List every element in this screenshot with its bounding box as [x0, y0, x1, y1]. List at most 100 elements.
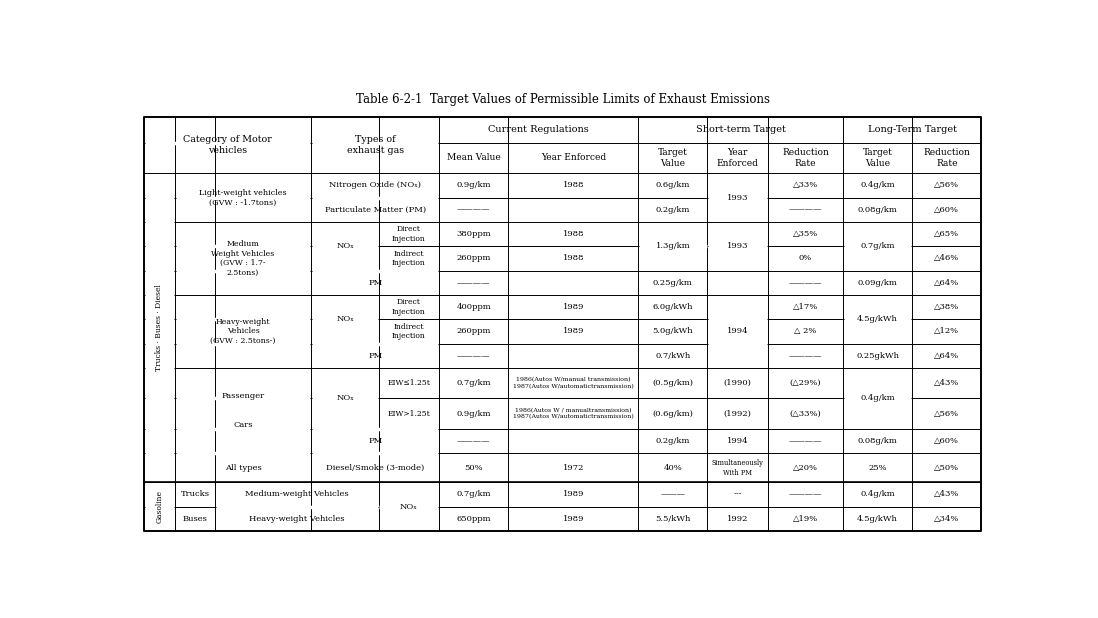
Text: 6.0g/kWh: 6.0g/kWh	[652, 303, 693, 311]
Text: 50%: 50%	[464, 464, 483, 472]
Text: (△33%): (△33%)	[789, 410, 821, 418]
Text: 260ppm: 260ppm	[457, 328, 491, 336]
Text: 1972: 1972	[562, 464, 584, 472]
Text: (1992): (1992)	[724, 410, 752, 418]
Text: 0%: 0%	[799, 255, 813, 263]
Text: △35%: △35%	[793, 230, 818, 238]
Text: Trucks · Buses · Diesel: Trucks · Buses · Diesel	[156, 284, 164, 371]
Text: 0.08g/km: 0.08g/km	[858, 206, 897, 214]
Text: △60%: △60%	[934, 206, 960, 214]
Text: 0.09g/km: 0.09g/km	[858, 279, 897, 287]
Text: Target
Value: Target Value	[658, 148, 687, 168]
Text: NOₓ: NOₓ	[336, 242, 354, 250]
Text: Direct
Injection: Direct Injection	[392, 298, 426, 316]
Text: Year
Enforced: Year Enforced	[717, 148, 759, 168]
Text: NOₓ: NOₓ	[336, 315, 354, 323]
Text: 0.7g/km: 0.7g/km	[457, 379, 491, 387]
Text: ————: ————	[457, 206, 491, 214]
Text: 0.9g/km: 0.9g/km	[457, 410, 491, 418]
Text: 0.7/kWh: 0.7/kWh	[656, 352, 691, 360]
Text: 1994: 1994	[727, 328, 749, 336]
Text: 4.5g/kWh: 4.5g/kWh	[858, 515, 898, 523]
Text: PM: PM	[368, 352, 382, 360]
Text: 4.5g/kWh: 4.5g/kWh	[858, 315, 898, 323]
Text: 1986(Autos W/manual transmission)
1987(Autos W/automatictransmission): 1986(Autos W/manual transmission) 1987(A…	[513, 378, 634, 389]
Text: Nitrogen Oxide (NOₓ): Nitrogen Oxide (NOₓ)	[329, 181, 422, 189]
Text: PM: PM	[368, 437, 382, 445]
Text: (△29%): (△29%)	[789, 379, 821, 387]
Text: Long-Term Target: Long-Term Target	[867, 125, 956, 134]
Text: 0.2g/km: 0.2g/km	[656, 437, 690, 445]
Text: Medium-weight Vehicles: Medium-weight Vehicles	[245, 491, 349, 499]
Text: Passenger


Cars: Passenger Cars	[222, 392, 265, 430]
Bar	[144, 117, 982, 531]
Text: △56%: △56%	[934, 181, 960, 189]
Text: ————: ————	[788, 437, 822, 445]
Text: ————: ————	[788, 279, 822, 287]
Text: 400ppm: 400ppm	[457, 303, 491, 311]
Text: Table 6-2-1  Target Values of Permissible Limits of Exhaust Emissions: Table 6-2-1 Target Values of Permissible…	[356, 93, 770, 106]
Text: 1989: 1989	[562, 328, 584, 336]
Text: ————: ————	[457, 437, 491, 445]
Text: (1990): (1990)	[724, 379, 752, 387]
Text: ---: ---	[733, 491, 742, 499]
Text: Simultaneously
With PM: Simultaneously With PM	[712, 459, 763, 476]
Text: 1988: 1988	[562, 181, 584, 189]
Text: 0.9g/km: 0.9g/km	[457, 181, 491, 189]
Text: 0.25g/km: 0.25g/km	[653, 279, 693, 287]
Text: Diesel/Smoke (3-mode): Diesel/Smoke (3-mode)	[326, 464, 425, 472]
Text: △12%: △12%	[934, 328, 960, 336]
Text: 1992: 1992	[727, 515, 749, 523]
Text: ————: ————	[788, 491, 822, 499]
Text: 1993: 1993	[727, 193, 749, 201]
Text: △56%: △56%	[934, 410, 960, 418]
Text: 1988: 1988	[562, 255, 584, 263]
Text: 1989: 1989	[562, 515, 584, 523]
Text: Indirect
Injection: Indirect Injection	[392, 323, 426, 341]
Text: 1986(Autos W / manualtransmission)
1987(Autos W/automatictransmission): 1986(Autos W / manualtransmission) 1987(…	[513, 408, 634, 420]
Text: 1989: 1989	[562, 491, 584, 499]
Text: 260ppm: 260ppm	[457, 255, 491, 263]
Text: Year Enforced: Year Enforced	[540, 153, 606, 163]
Text: (0.6g/km): (0.6g/km)	[652, 410, 693, 418]
Text: 0.6g/km: 0.6g/km	[656, 181, 690, 189]
Text: Medium
Weight Vehicles
(GVW : 1.7-
2.5tons): Medium Weight Vehicles (GVW : 1.7- 2.5to…	[212, 240, 274, 277]
Text: ————: ————	[457, 279, 491, 287]
Text: 0.08g/km: 0.08g/km	[858, 437, 897, 445]
Text: 5.5/kWh: 5.5/kWh	[656, 515, 691, 523]
Text: Buses: Buses	[182, 515, 208, 523]
Text: 650ppm: 650ppm	[457, 515, 491, 523]
Text: ————: ————	[788, 206, 822, 214]
Text: Gasoline: Gasoline	[156, 490, 164, 523]
Text: (0.5g/km): (0.5g/km)	[652, 379, 693, 387]
Text: 1989: 1989	[562, 303, 584, 311]
Text: 1988: 1988	[562, 230, 584, 238]
Text: Category of Motor
vehicles: Category of Motor vehicles	[183, 135, 272, 155]
Text: △64%: △64%	[934, 352, 960, 360]
Text: △60%: △60%	[934, 437, 960, 445]
Text: All types: All types	[225, 464, 261, 472]
Text: NOₓ: NOₓ	[336, 394, 354, 402]
Text: △33%: △33%	[793, 181, 818, 189]
Text: 40%: 40%	[663, 464, 682, 472]
Text: 25%: 25%	[869, 464, 887, 472]
Text: △65%: △65%	[934, 230, 960, 238]
Text: △34%: △34%	[934, 515, 960, 523]
Text: ———: ———	[660, 491, 685, 499]
Text: △50%: △50%	[934, 464, 960, 472]
Text: △43%: △43%	[934, 379, 960, 387]
Text: Reduction
Rate: Reduction Rate	[923, 148, 971, 168]
Text: Indirect
Injection: Indirect Injection	[392, 250, 426, 268]
Text: 380ppm: 380ppm	[457, 230, 491, 238]
Text: △17%: △17%	[793, 303, 818, 311]
Text: 0.25gkWh: 0.25gkWh	[856, 352, 899, 360]
Text: 1.3g/km: 1.3g/km	[656, 242, 691, 250]
Text: EIW>1.25t: EIW>1.25t	[388, 410, 430, 418]
Text: △64%: △64%	[934, 279, 960, 287]
Text: △43%: △43%	[934, 491, 960, 499]
Text: 5.0g/kWh: 5.0g/kWh	[652, 328, 693, 336]
Text: Current Regulations: Current Regulations	[489, 125, 589, 134]
Text: EIW≤1.25t: EIW≤1.25t	[388, 379, 430, 387]
Text: 0.2g/km: 0.2g/km	[656, 206, 690, 214]
Text: 1994: 1994	[727, 437, 749, 445]
